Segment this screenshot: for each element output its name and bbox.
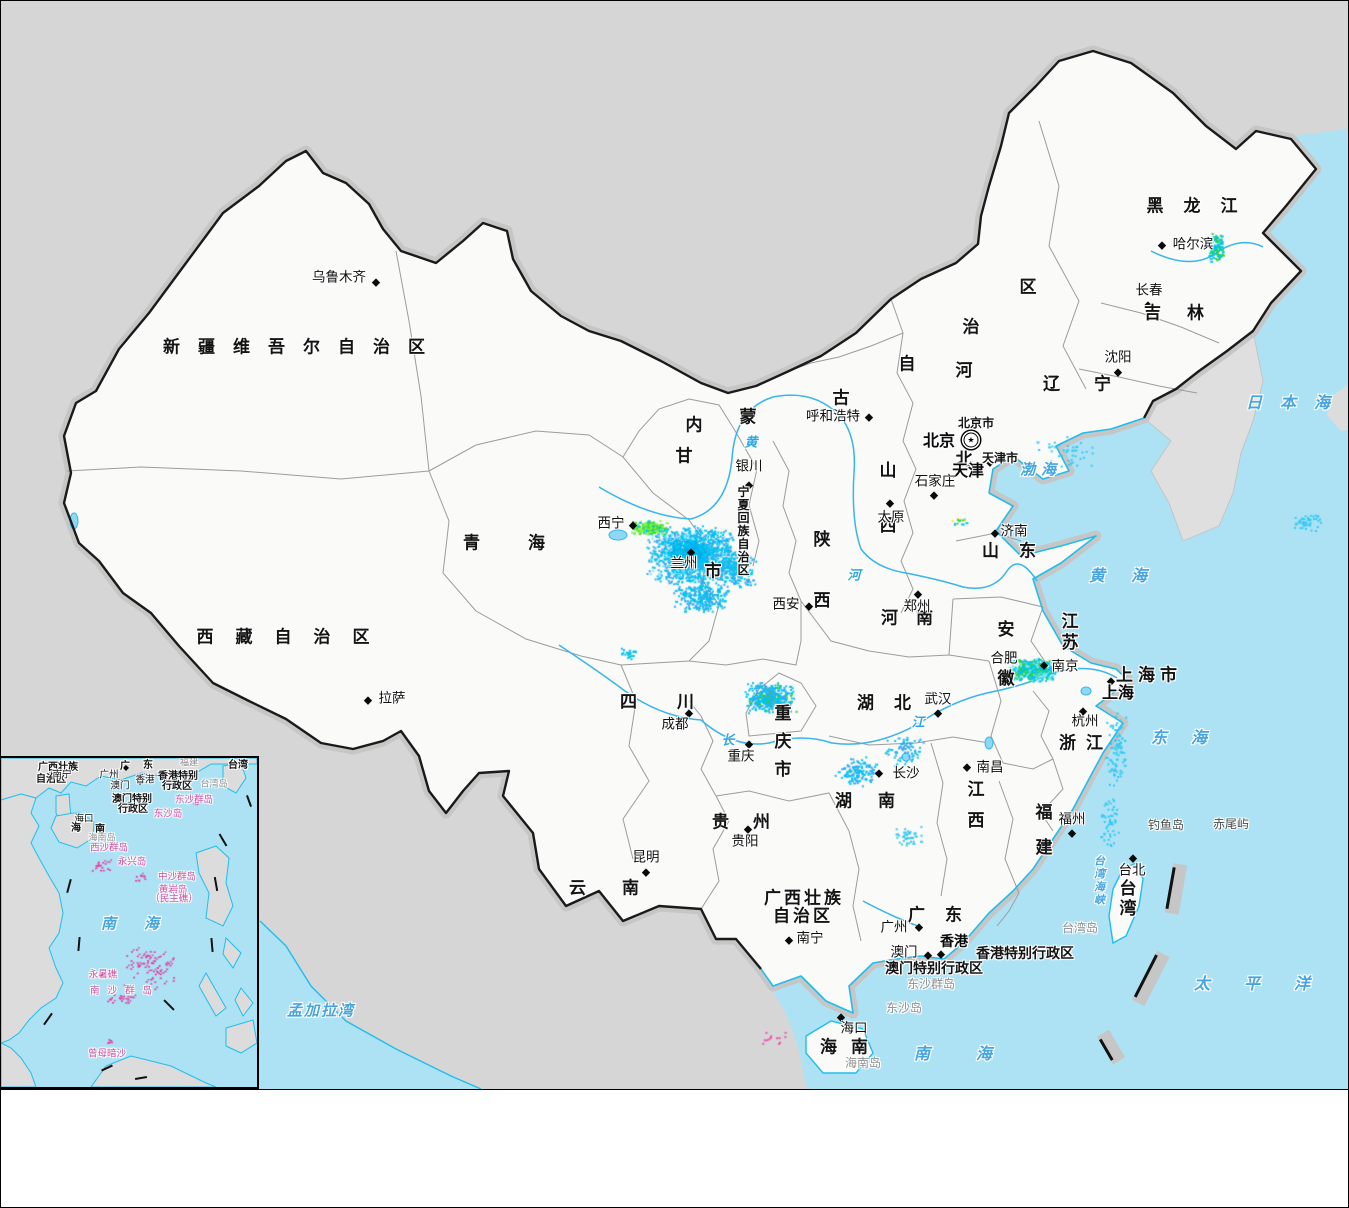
inset-province-label: 自治区 <box>36 774 66 785</box>
inset-island-label: 曾母暗沙 <box>87 1048 127 1060</box>
inset-island-label: 海南岛 <box>88 833 116 844</box>
inset-island-label: 永暑礁 <box>88 969 118 981</box>
inset-province-label: 海 <box>71 823 81 834</box>
south-china-sea-inset: ◆ ◆ ◆ ◆ ◆ 广西壮族 自治区广东福建 台湾 南宁 广州 香港 澳门 香港特别 行政区 澳门特别 行政区… <box>1 756 259 1089</box>
inset-province-label: 澳门特别 <box>112 794 152 805</box>
inset-sea-label: 南海 <box>100 914 188 933</box>
inset-island-label: 福建 <box>179 758 199 769</box>
inset-island-label: 台湾岛 <box>200 779 228 790</box>
city-marker-diamond: ◆ <box>122 763 130 772</box>
inset-province-label: 广西壮族 <box>38 762 78 773</box>
inset-province-label: 台湾 <box>228 760 248 771</box>
city-marker-diamond: ◆ <box>136 777 144 786</box>
inset-island-label: （民主礁） <box>150 893 198 905</box>
legend-panel: 全国雷达拼图 [2025-01-04 07:06:00] [ 组合反射率 ] 5… <box>1 1090 1348 1207</box>
inset-island-label: 东沙岛 <box>153 808 183 820</box>
inset-city-label: 广州 <box>99 769 119 781</box>
inset-city-label: 南宁 <box>52 769 72 781</box>
inset-province-label: 广 <box>120 761 130 772</box>
inset-island-label: 东沙群岛 <box>174 794 214 806</box>
inset-city-label: 海口 <box>74 813 94 825</box>
inset-island-label: 南沙群岛 <box>89 985 161 997</box>
inset-island-label: 永兴岛 <box>117 856 147 868</box>
inset-province-label: 东 <box>143 760 153 771</box>
inset-province-label: 行政区 <box>118 804 148 815</box>
city-marker-diamond: ◆ <box>47 769 55 778</box>
inset-island-label: 中沙群岛 <box>157 871 197 883</box>
inset-city-label: 澳门 <box>110 780 130 792</box>
inset-city-label: 香港 <box>135 774 155 786</box>
china-radar-map: ◆ ◆ ◆ ◆ ◆ ◆ ◆ ◆ ◆ ◆ ◆ ◆ ◆ ◆ ◆ ◆ ◆ ◆ ◆ ◆ ◆ ◆ ◆ ◆ ◆ ◆ ◆ ◆ ◆ ◆ ◆ ◆ ◆ 新疆维吾尔自治… <box>1 1 1348 1090</box>
inset-province-label: 行政区 <box>162 781 192 792</box>
city-marker-diamond: ◆ <box>117 857 125 866</box>
inset-reef-layer <box>1 758 257 1087</box>
inset-island-label: 西沙群岛 <box>89 842 129 854</box>
inset-province-label: 南 <box>95 824 105 835</box>
inset-island-label: 黄岩岛 <box>158 884 188 896</box>
inset-province-label: 香港特别 <box>158 771 198 782</box>
city-marker-diamond: ◆ <box>74 813 82 822</box>
inset-labels-layer: ◆ ◆ ◆ ◆ ◆ 广西壮族 自治区广东福建 台湾 南宁 广州 香港 澳门 香港特别 行政区 澳门特别 行政区… <box>1 758 257 1087</box>
